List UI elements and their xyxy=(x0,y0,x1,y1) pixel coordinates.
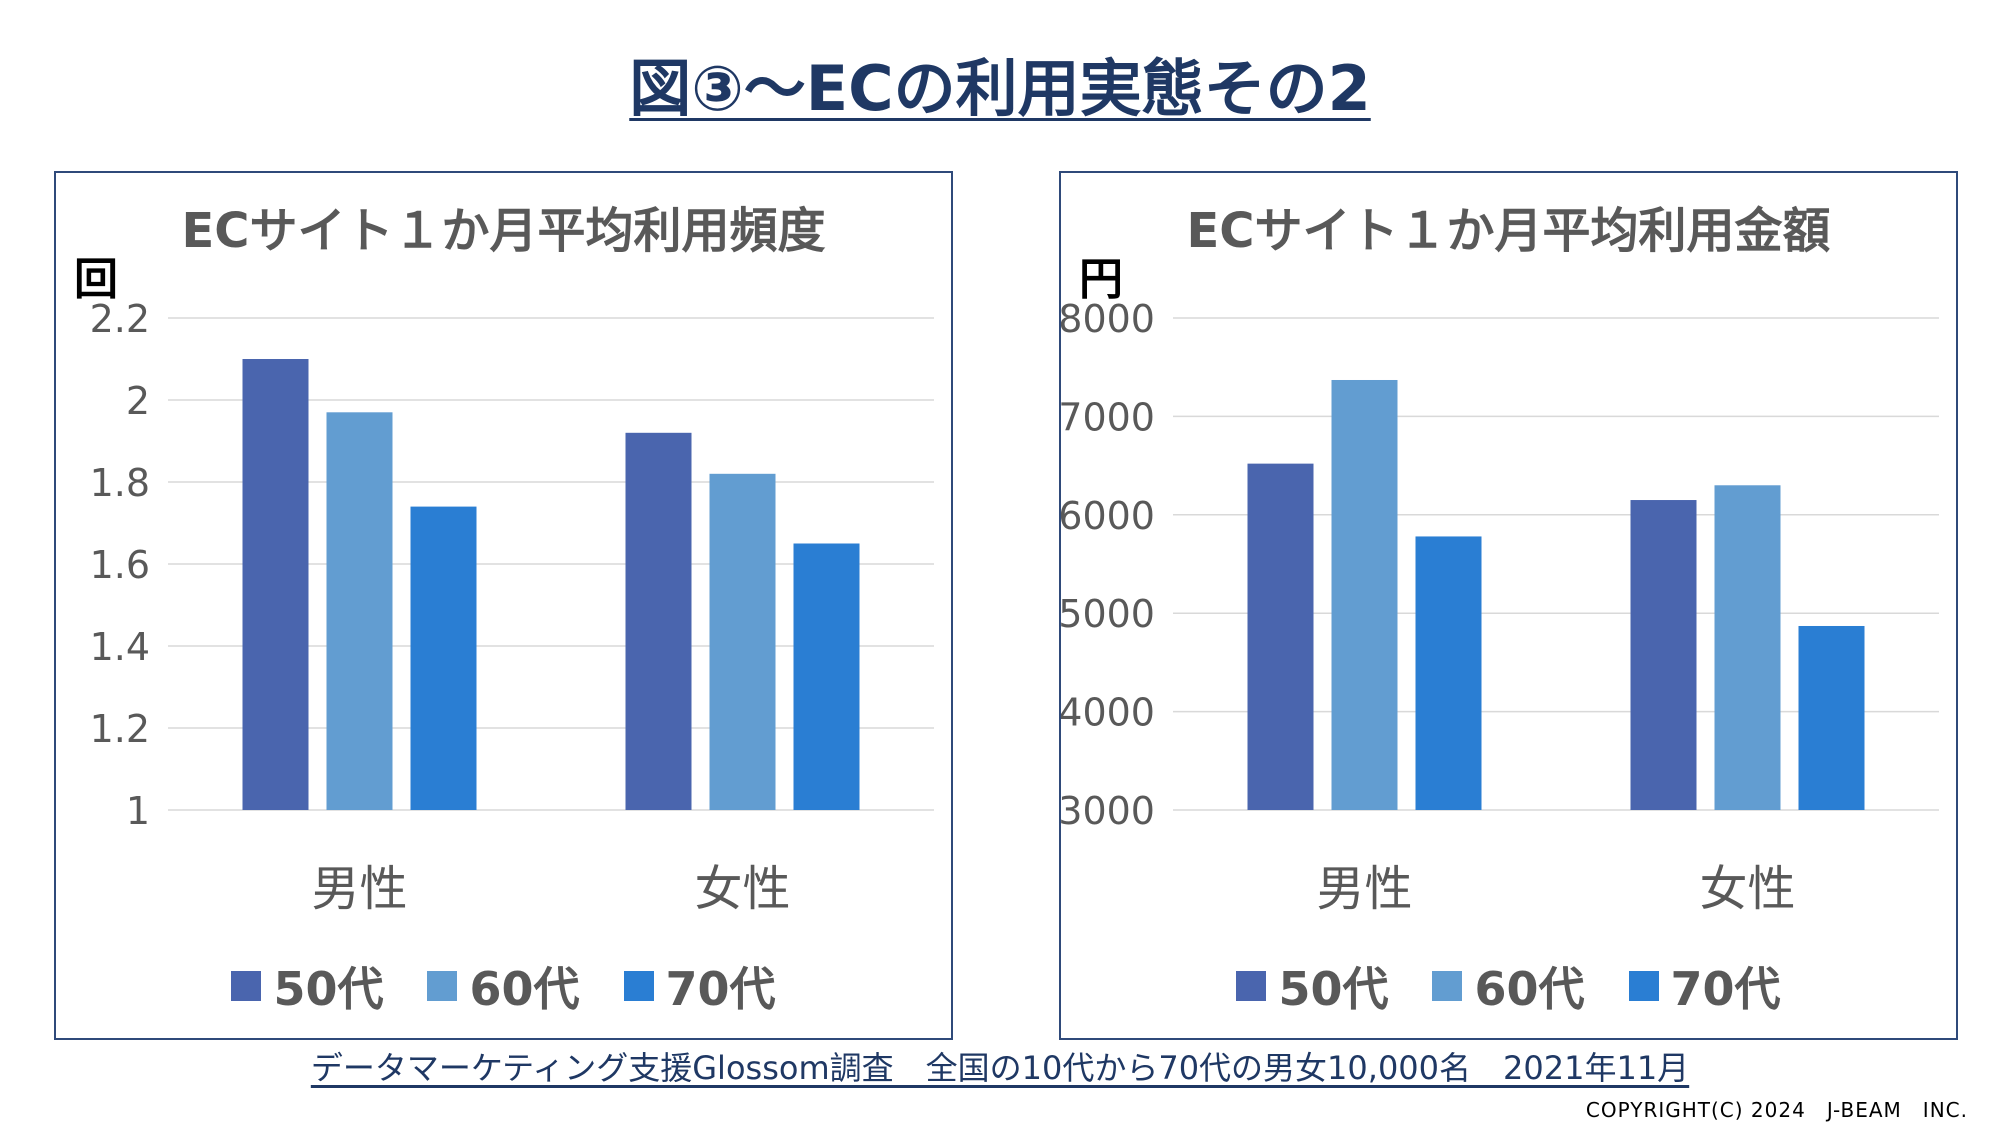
legend-item-60s: 60代 xyxy=(1432,953,1585,1019)
copyright-notice: COPYRIGHT(C) 2024 J-BEAM INC. xyxy=(1585,1098,1968,1122)
y-tick-label: 1.2 xyxy=(90,707,150,751)
slide-title-text: 図③～ECの利用実態その2 xyxy=(629,52,1371,125)
legend-label: 70代 xyxy=(1670,962,1781,1016)
legend: 50代 60代 70代 xyxy=(1061,953,1956,1019)
legend-swatch xyxy=(1432,971,1463,1001)
bar xyxy=(625,432,692,810)
legend-label: 70代 xyxy=(665,962,776,1016)
bar xyxy=(1415,536,1482,810)
y-axis-unit-label: 回 xyxy=(74,254,118,305)
y-tick-label: 1.6 xyxy=(90,543,150,587)
bar xyxy=(1247,463,1314,810)
y-tick-label: 1.4 xyxy=(90,625,150,669)
legend-item-60s: 60代 xyxy=(427,953,580,1019)
bar xyxy=(242,359,309,810)
y-tick-label: 2.2 xyxy=(90,297,150,341)
chart-panel-frequency: ECサイト１か月平均利用頻度 回 1 1.2 1.4 1.6 1.8 2 2.2 男性 女性 5… xyxy=(54,171,953,1040)
y-tick-label: 5000 xyxy=(1061,592,1155,636)
legend-item-50s: 50代 xyxy=(1236,953,1388,1019)
bar xyxy=(1331,379,1398,810)
bar xyxy=(1630,500,1697,810)
y-tick-label: 1 xyxy=(126,789,150,833)
legend-label: 60代 xyxy=(469,962,580,1016)
x-category-label: 男性 xyxy=(311,861,407,917)
source-note: データマーケティング支援Glossom調査 全国の10代から70代の男女10,0… xyxy=(0,1044,2000,1092)
x-category-label: 女性 xyxy=(694,861,790,917)
bar-chart-frequency: 1 1.2 1.4 1.6 1.8 2 2.2 男性 女性 xyxy=(90,297,934,917)
y-tick-label: 7000 xyxy=(1061,395,1155,439)
y-tick-label: 4000 xyxy=(1061,691,1155,735)
legend-swatch xyxy=(231,971,262,1001)
x-category-label: 男性 xyxy=(1316,861,1412,917)
legend-item-50s: 50代 xyxy=(231,953,383,1019)
y-tick-label: 2 xyxy=(126,379,150,423)
bar xyxy=(1714,485,1781,810)
bar xyxy=(709,473,776,810)
chart-panel-amount: ECサイト１か月平均利用金額 円 3000 4000 5000 6000 7000 800… xyxy=(1059,171,1958,1040)
bar-chart-amount: 3000 4000 5000 6000 7000 8000 男性 女性 xyxy=(1061,297,1939,917)
y-tick-label: 1.8 xyxy=(90,461,150,505)
legend-item-70s: 70代 xyxy=(1628,953,1781,1019)
legend-label: 60代 xyxy=(1474,962,1585,1016)
chart-title: ECサイト１か月平均利用頻度 xyxy=(181,203,826,259)
y-axis-unit-label: 円 xyxy=(1079,254,1123,305)
legend-swatch xyxy=(1628,971,1659,1001)
y-tick-label: 6000 xyxy=(1061,494,1155,538)
y-tick-label: 3000 xyxy=(1061,789,1155,833)
x-category-label: 女性 xyxy=(1699,861,1795,917)
y-tick-label: 8000 xyxy=(1061,297,1155,341)
legend: 50代 60代 70代 xyxy=(56,953,951,1019)
bar xyxy=(410,506,477,810)
legend-label: 50代 xyxy=(1278,962,1389,1016)
legend-swatch xyxy=(1236,971,1267,1001)
legend-swatch xyxy=(623,971,654,1001)
bar xyxy=(326,412,393,810)
bar xyxy=(793,543,860,810)
slide-title: 図③～ECの利用実態その2 xyxy=(0,44,2000,134)
legend-swatch xyxy=(427,971,458,1001)
legend-item-70s: 70代 xyxy=(623,953,776,1019)
legend-label: 50代 xyxy=(273,962,384,1016)
chart-title: ECサイト１か月平均利用金額 xyxy=(1186,203,1831,259)
source-note-text: データマーケティング支援Glossom調査 全国の10代から70代の男女10,0… xyxy=(310,1049,1690,1087)
bar xyxy=(1798,625,1865,810)
